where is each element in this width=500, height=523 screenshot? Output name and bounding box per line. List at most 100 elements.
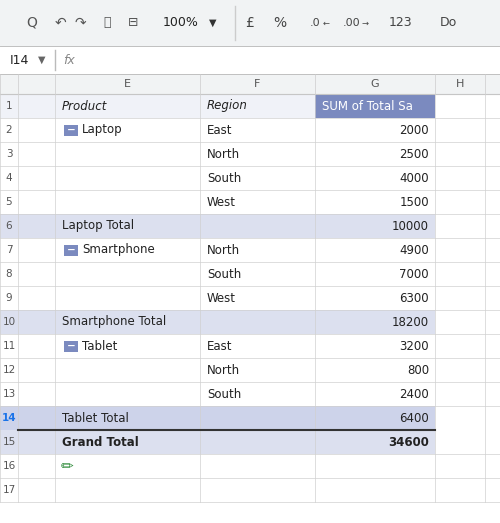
Bar (0, 358, 18, 382)
Bar (18, 166, 55, 190)
Text: North: North (207, 147, 240, 161)
Bar (0, 334, 18, 358)
Bar (0, 382, 18, 406)
Bar (0, 74, 500, 94)
Bar (55, 262, 200, 286)
Text: 7: 7 (6, 245, 12, 255)
Bar (0, 142, 18, 166)
Bar (315, 238, 435, 262)
Text: −: − (66, 245, 76, 255)
Bar (18, 478, 55, 502)
Text: 6: 6 (6, 221, 12, 231)
Text: G: G (370, 79, 380, 89)
Bar (0, 46, 500, 74)
Text: →: → (362, 18, 369, 28)
Text: 11: 11 (2, 341, 16, 351)
Bar (315, 214, 435, 238)
Bar (315, 454, 435, 478)
Bar (200, 286, 315, 310)
Text: .00: .00 (343, 18, 361, 28)
Text: .0: .0 (310, 18, 320, 28)
Text: Product: Product (62, 99, 108, 112)
Bar (200, 334, 315, 358)
Text: 16: 16 (2, 461, 16, 471)
Text: −: − (66, 125, 76, 135)
Bar (0, 262, 18, 286)
Text: 6400: 6400 (399, 412, 429, 425)
Bar (0, 190, 18, 214)
Bar (55, 286, 200, 310)
Bar (315, 142, 435, 166)
Bar (200, 118, 315, 142)
Bar (18, 310, 55, 334)
Bar (18, 358, 55, 382)
Bar (315, 334, 435, 358)
Text: East: East (207, 339, 233, 353)
Text: 8: 8 (6, 269, 12, 279)
Text: ←: ← (323, 18, 330, 28)
Bar (0, 0, 500, 46)
Bar (0, 478, 18, 502)
Text: 800: 800 (407, 363, 429, 377)
Text: 9: 9 (6, 293, 12, 303)
Text: South: South (207, 172, 241, 185)
Bar (18, 286, 55, 310)
Text: 34600: 34600 (388, 436, 429, 449)
Bar (200, 478, 315, 502)
Text: 7000: 7000 (400, 267, 429, 280)
Text: 12: 12 (2, 365, 16, 375)
Text: 5: 5 (6, 197, 12, 207)
Bar (315, 382, 435, 406)
Bar (200, 406, 315, 430)
Text: 13: 13 (2, 389, 16, 399)
Text: fx: fx (63, 53, 75, 66)
Bar (18, 382, 55, 406)
Text: Do: Do (440, 17, 457, 29)
Bar (18, 214, 55, 238)
Bar (55, 310, 200, 334)
Bar (315, 166, 435, 190)
Bar (55, 166, 200, 190)
Text: Smartphone: Smartphone (82, 244, 155, 256)
Bar (200, 430, 315, 454)
Text: ▼: ▼ (38, 55, 46, 65)
Text: South: South (207, 267, 241, 280)
Text: SUM of Total Sa: SUM of Total Sa (322, 99, 413, 112)
Bar (315, 430, 435, 454)
Text: 4: 4 (6, 173, 12, 183)
Bar (315, 358, 435, 382)
Text: 4000: 4000 (400, 172, 429, 185)
Bar (315, 310, 435, 334)
Bar (0, 430, 18, 454)
Bar (18, 142, 55, 166)
Text: 123: 123 (388, 17, 412, 29)
Text: F: F (254, 79, 260, 89)
Text: 1500: 1500 (400, 196, 429, 209)
Text: £: £ (246, 16, 254, 30)
Bar (0, 94, 18, 118)
Bar (0, 166, 18, 190)
Text: West: West (207, 196, 236, 209)
Bar (64, 245, 78, 256)
Bar (200, 214, 315, 238)
Text: Laptop: Laptop (82, 123, 122, 137)
Text: ↷: ↷ (74, 16, 86, 30)
Bar (200, 382, 315, 406)
Text: South: South (207, 388, 241, 401)
Bar (200, 310, 315, 334)
Text: Region: Region (207, 99, 248, 112)
Text: West: West (207, 291, 236, 304)
Bar (315, 478, 435, 502)
Text: North: North (207, 244, 240, 256)
Text: East: East (207, 123, 233, 137)
Text: 3200: 3200 (400, 339, 429, 353)
Text: Smartphone Total: Smartphone Total (62, 315, 166, 328)
Bar (315, 286, 435, 310)
Bar (55, 190, 200, 214)
Text: 1: 1 (6, 101, 12, 111)
Bar (55, 118, 200, 142)
Bar (200, 190, 315, 214)
Bar (18, 430, 55, 454)
Bar (200, 238, 315, 262)
Text: −: − (66, 341, 76, 351)
